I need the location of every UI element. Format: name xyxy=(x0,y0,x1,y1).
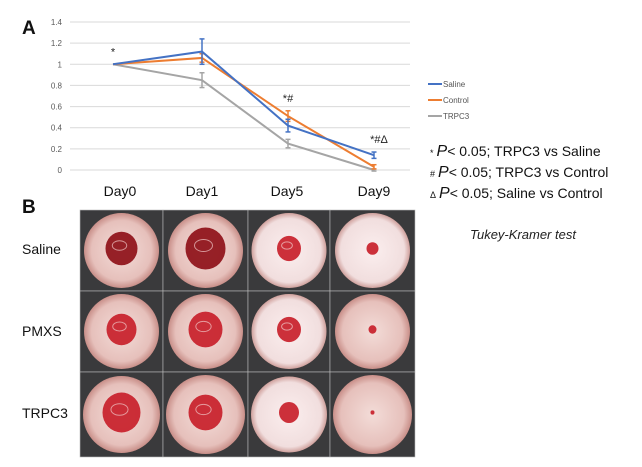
wound-highlight xyxy=(281,322,293,331)
series-line-trpc3 xyxy=(112,63,375,171)
p-label: P xyxy=(436,143,448,160)
sig-text: < 0.05; Saline vs Control xyxy=(449,185,603,201)
wound-highlight xyxy=(112,321,127,332)
y-tick-label: 0.6 xyxy=(51,103,63,112)
panel-label-a: A xyxy=(22,18,36,39)
legend-label: TRPC3 xyxy=(443,111,470,121)
error-bar xyxy=(371,151,377,160)
wound-area xyxy=(185,227,226,270)
sig-row: # P< 0.05; TRPC3 vs Control xyxy=(430,164,608,185)
wound-area xyxy=(368,325,377,334)
wound-photo-saline-day5 xyxy=(247,209,331,292)
wound-highlight xyxy=(111,240,128,251)
day-label: Day1 xyxy=(185,183,219,199)
test-name: Tukey-Kramer test xyxy=(470,227,576,242)
error-bar xyxy=(199,38,205,66)
y-tick-label: 1.2 xyxy=(51,39,63,48)
wound-area xyxy=(279,402,299,423)
wound-highlight xyxy=(195,403,212,416)
wound-photo-trpc3-day9 xyxy=(329,371,416,458)
wound-area xyxy=(105,231,138,266)
sig-symbol: Δ xyxy=(430,190,437,200)
wound-highlight xyxy=(195,320,212,333)
p-label: P xyxy=(438,164,449,181)
sig-row: Δ P< 0.05; Saline vs Control xyxy=(430,185,608,206)
wound-photo-pmxs-day5 xyxy=(247,290,331,373)
legend-item-trpc3: TRPC3 xyxy=(428,108,469,124)
wound-area xyxy=(106,313,137,346)
error-bar xyxy=(285,118,291,133)
significance-annotation: * xyxy=(111,46,116,58)
y-tick-label: 1 xyxy=(58,60,63,69)
day-label: Day9 xyxy=(357,183,391,199)
error-bar xyxy=(199,71,205,89)
error-bar xyxy=(285,138,291,149)
sig-row: * P< 0.05; TRPC3 vs Saline xyxy=(430,143,608,164)
wound-photo-trpc3-day1 xyxy=(162,371,249,458)
wound-highlight xyxy=(281,241,293,250)
y-tick-label: 0.8 xyxy=(51,81,63,90)
wound-photo-saline-day9 xyxy=(329,209,416,292)
wound-photo-pmxs-day0 xyxy=(79,290,164,373)
series-line-control xyxy=(112,56,375,168)
sig-symbol: * xyxy=(430,148,434,158)
wound-area xyxy=(370,410,375,415)
wound-photo-pmxs-day9 xyxy=(329,290,416,373)
wound-photo-saline-day0 xyxy=(79,209,164,292)
legend-label: Control xyxy=(443,95,469,105)
wound-photo-trpc3-day5 xyxy=(247,371,331,458)
wound-area xyxy=(366,242,379,255)
sig-text: < 0.05; TRPC3 vs Saline xyxy=(447,143,601,159)
legend-item-control: Control xyxy=(428,92,469,108)
y-tick-label: 0.4 xyxy=(51,124,63,133)
day-label: Day5 xyxy=(270,183,304,199)
row-label: PMXS xyxy=(22,323,62,339)
sig-symbol: # xyxy=(430,169,436,179)
y-tick-label: 1.4 xyxy=(51,18,63,27)
row-label: TRPC3 xyxy=(22,405,68,421)
sig-text: < 0.05; TRPC3 vs Control xyxy=(448,164,609,180)
wound-photo-saline-day1 xyxy=(162,209,249,292)
y-tick-label: 0 xyxy=(58,166,63,175)
wound-highlight xyxy=(194,239,213,252)
significance-annotation: *# xyxy=(283,93,294,105)
wound-photo-pmxs-day1 xyxy=(162,290,249,373)
legend: Saline Control TRPC3 xyxy=(428,76,469,124)
error-bar xyxy=(371,163,377,170)
significance-legend: * P< 0.05; TRPC3 vs Saline # P< 0.05; TRPC… xyxy=(430,143,608,206)
p-label: P xyxy=(439,185,450,202)
wound-area xyxy=(188,311,223,348)
wound-area xyxy=(102,392,141,433)
series-line-saline xyxy=(112,50,375,157)
wound-photo-trpc3-day0 xyxy=(79,371,164,458)
row-label: Saline xyxy=(22,241,61,257)
panel-label-b: B xyxy=(22,197,36,218)
day-label: Day0 xyxy=(103,183,137,199)
y-tick-label: 0.2 xyxy=(51,145,63,154)
significance-annotation: *#Δ xyxy=(370,134,388,146)
legend-item-saline: Saline xyxy=(428,76,469,92)
wound-area xyxy=(188,394,223,431)
wound-highlight xyxy=(110,403,129,416)
legend-label: Saline xyxy=(443,79,466,89)
